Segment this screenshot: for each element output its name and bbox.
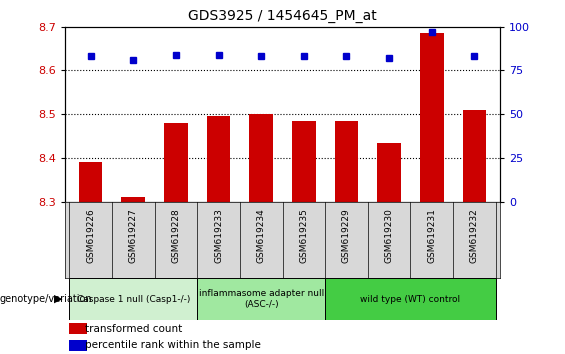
- Bar: [121, 198, 145, 202]
- Text: wild type (WT) control: wild type (WT) control: [360, 295, 460, 304]
- Bar: [420, 33, 444, 202]
- Bar: [463, 110, 486, 202]
- Text: transformed count: transformed count: [85, 324, 182, 333]
- Text: GDS3925 / 1454645_PM_at: GDS3925 / 1454645_PM_at: [188, 9, 377, 23]
- Text: GSM619229: GSM619229: [342, 208, 351, 263]
- Bar: [249, 114, 273, 202]
- Bar: [325, 278, 496, 320]
- Text: GSM619234: GSM619234: [257, 208, 266, 263]
- Bar: [69, 339, 86, 351]
- Text: GSM619235: GSM619235: [299, 208, 308, 263]
- Text: GSM619231: GSM619231: [427, 208, 436, 263]
- Text: genotype/variation: genotype/variation: [0, 294, 93, 304]
- Bar: [69, 278, 197, 320]
- Bar: [79, 162, 102, 202]
- Text: inflammasome adapter null
(ASC-/-): inflammasome adapter null (ASC-/-): [198, 290, 324, 309]
- Bar: [377, 143, 401, 202]
- Text: GSM619226: GSM619226: [86, 208, 95, 263]
- Bar: [292, 121, 316, 202]
- Text: GSM619227: GSM619227: [129, 208, 138, 263]
- Text: GSM619232: GSM619232: [470, 208, 479, 263]
- Text: Caspase 1 null (Casp1-/-): Caspase 1 null (Casp1-/-): [76, 295, 190, 304]
- Bar: [334, 121, 358, 202]
- Bar: [69, 323, 86, 335]
- Bar: [197, 278, 325, 320]
- Text: ▶: ▶: [54, 294, 62, 304]
- Text: GSM619228: GSM619228: [171, 208, 180, 263]
- Bar: [164, 123, 188, 202]
- Text: percentile rank within the sample: percentile rank within the sample: [85, 341, 260, 350]
- Text: GSM619230: GSM619230: [385, 208, 394, 263]
- Text: GSM619233: GSM619233: [214, 208, 223, 263]
- Bar: [207, 116, 231, 202]
